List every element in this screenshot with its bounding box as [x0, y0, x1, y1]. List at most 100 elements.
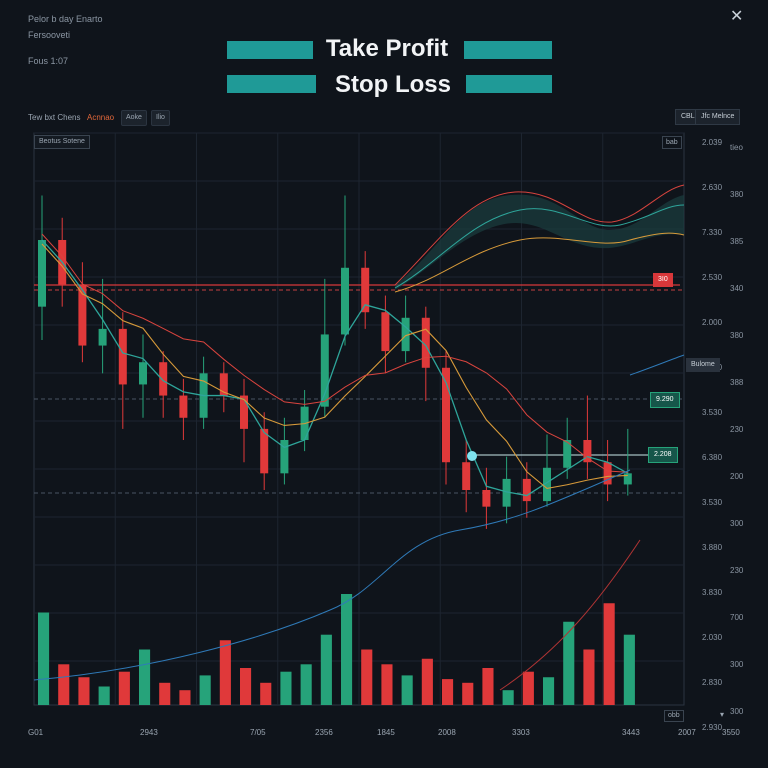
volume-bar — [199, 675, 211, 705]
volume-bar — [341, 594, 353, 705]
volume-bar — [320, 634, 332, 705]
volume-bar — [462, 682, 474, 705]
trend-line-red — [499, 539, 641, 691]
volume-bar — [623, 634, 635, 705]
volume-bar — [78, 677, 90, 705]
candle-body — [240, 395, 248, 429]
time-axis-label: 2943 — [140, 728, 158, 737]
price-axis-right-label: 300 — [730, 519, 744, 528]
chart-grid — [33, 132, 685, 706]
entry-marker — [467, 451, 477, 461]
candle-body — [320, 334, 329, 407]
volume-bar — [159, 682, 171, 705]
volume-bar — [280, 671, 292, 705]
candlestick-series — [38, 195, 632, 529]
volume-bar — [482, 668, 494, 705]
price-axis-left-label: 3.830 — [702, 588, 723, 597]
price-axis-left-label: 2.530 — [702, 273, 723, 282]
volume-bar — [260, 682, 272, 705]
candle-body — [98, 328, 107, 346]
candle-body — [502, 478, 511, 507]
toolbar-button-2[interactable]: Ilio — [151, 110, 170, 126]
ma-slow-line — [41, 243, 628, 490]
ma-fast-line — [41, 239, 629, 497]
volume-bar — [98, 686, 110, 705]
band-lower-line — [394, 232, 685, 293]
trend-line-blue-upper — [629, 354, 685, 376]
volume-bar — [603, 603, 615, 705]
candle-body — [603, 462, 612, 485]
volume-bar — [58, 664, 70, 705]
price-axis-left-label: 2.830 — [702, 678, 723, 687]
time-axis-corner[interactable]: obb — [664, 710, 684, 722]
candle-body — [118, 328, 127, 385]
chevron-down-icon[interactable]: ▾ — [720, 710, 725, 719]
legend-label[interactable]: Beotus Sotene — [34, 135, 90, 149]
price-axis-right-label: 380 — [730, 331, 744, 340]
window-title: Pelor b day Enarto — [28, 14, 103, 24]
ma-long-line — [41, 233, 628, 473]
toolbar-accent-label[interactable]: Acnnao — [87, 113, 115, 122]
candle-body — [38, 240, 46, 307]
toolbar-button-1[interactable]: Aoke — [121, 110, 147, 126]
close-icon[interactable]: ✕ — [730, 8, 744, 25]
band-mid-line — [394, 204, 685, 289]
price-axis-right-label: 300 — [730, 660, 744, 669]
stop-loss-bar-left — [227, 75, 316, 93]
candle-body — [563, 440, 572, 468]
candle-body — [219, 373, 228, 396]
volume-bar — [361, 649, 373, 705]
candle-body — [139, 362, 147, 385]
price-axis-right-label: 230 — [730, 425, 744, 434]
time-axis-label: 3443 — [622, 728, 640, 737]
candle-body — [583, 440, 592, 463]
time-axis-label: 2356 — [315, 728, 333, 737]
candle-body — [482, 490, 491, 507]
volume-bar — [118, 671, 130, 705]
price-axis-left-label: 3.530 — [702, 408, 723, 417]
candle-body — [361, 267, 370, 313]
volume-bar — [240, 668, 252, 705]
trend-line-blue — [33, 469, 631, 681]
legend-corner-button[interactable]: bab — [662, 136, 682, 149]
volume-bar — [179, 690, 191, 705]
price-axis-right-label: 300 — [730, 707, 744, 716]
price-axis-left-label: 2.630 — [702, 183, 723, 192]
price-axis-left-label: 2.000 — [702, 318, 723, 327]
price-axis-left-label: 3.880 — [702, 543, 723, 552]
volume-bar — [421, 658, 433, 705]
candle-body — [442, 367, 450, 463]
price-axis-right-label: 385 — [730, 237, 744, 246]
toolbar-label: Tew bxt Chens — [28, 113, 81, 122]
band-upper-line — [394, 184, 685, 286]
volume-bar — [300, 664, 312, 705]
volume-bar — [583, 649, 595, 705]
candle-body — [159, 362, 168, 396]
time-axis-label: 1845 — [377, 728, 395, 737]
price-axis-right-label: 200 — [730, 472, 744, 481]
time-axis-label: 2008 — [438, 728, 456, 737]
overlay-lines — [33, 184, 685, 691]
volume-bar — [442, 679, 454, 705]
indicator-cloud — [395, 194, 684, 290]
green-price-tag-2: 2.208 — [648, 447, 678, 463]
time-axis-label: 2007 — [678, 728, 696, 737]
green-price-tag-1: 9.290 — [650, 392, 680, 408]
price-axis-right-label: 340 — [730, 284, 744, 293]
volume-bar — [38, 612, 50, 705]
volume-label-tag: Bulome — [686, 358, 720, 372]
window-subtitle: Fersooveti — [28, 30, 71, 40]
take-profit-label: Take Profit — [325, 35, 449, 62]
candle-body — [421, 317, 430, 368]
price-axis-right-label: 230 — [730, 566, 744, 575]
candle-body — [78, 284, 87, 346]
price-axis-left-label: 2.930 — [702, 723, 723, 732]
volume-bar — [381, 664, 393, 705]
time-axis-label: 7/05 — [250, 728, 266, 737]
time-axis-label: G01 — [28, 728, 44, 737]
range-label: Fous 1:07 — [28, 56, 69, 66]
toolbar-right-button-2[interactable]: Jfc Melnce — [695, 109, 741, 125]
volume-bar — [563, 621, 575, 705]
candle-body — [462, 462, 471, 490]
